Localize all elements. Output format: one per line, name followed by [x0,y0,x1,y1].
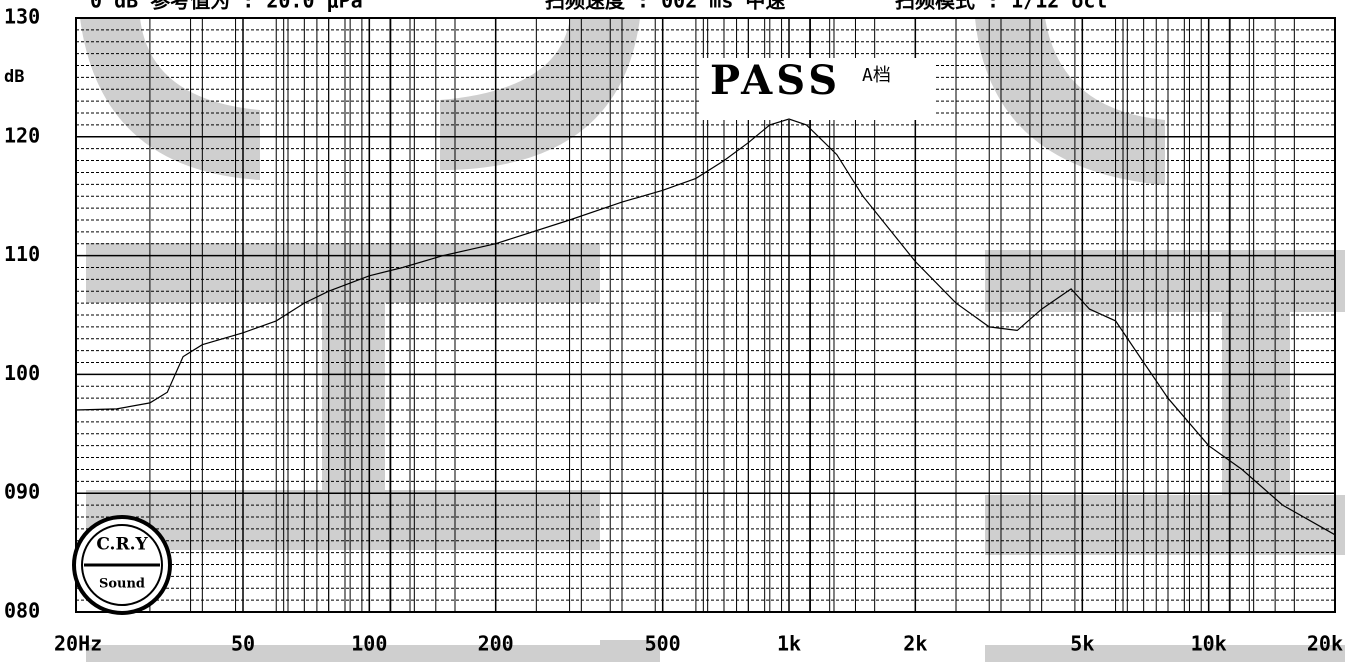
x-tick-label: 100 [351,632,387,656]
logo-ring [81,524,163,606]
watermark-bar [86,645,600,662]
watermark-arc [975,18,1165,185]
x-tick-label: 10k [1191,632,1227,656]
y-axis-label: dB [4,67,24,87]
y-tick-label: 130 [4,5,40,29]
logo-text: Sound [99,577,145,592]
watermark-bar [86,490,600,550]
watermark [80,18,1345,662]
logo-text: C.R.Y [96,535,148,555]
y-tick-label: 100 [4,361,40,385]
header-text: 扫频速度 : 002 ms 中速 [545,0,785,13]
x-tick-label: 20k [1307,632,1343,656]
pass-box [700,58,935,120]
x-tick-label: 5k [1070,632,1094,656]
watermark-bar [985,645,1345,662]
header-text: 扫频模式 : 1/12 oct [895,0,1107,13]
y-tick-label: 110 [4,242,40,266]
watermark-bar [600,640,660,662]
x-tick-label: 1k [777,632,801,656]
response-curve [75,118,1336,536]
header-text: 0 dB 参考值为 : 20.0 μPa [90,0,363,13]
plot-border [75,17,1336,613]
x-tick-label: 200 [478,632,514,656]
logo: C.R.Y Sound [72,515,172,615]
grade-label: A档 [862,65,891,86]
x-tick-label: 50 [231,632,255,656]
watermark-bar [985,495,1345,555]
pass-label: PASS [710,57,841,104]
watermark-bar [322,243,385,493]
x-tick-label: 20Hz [54,632,102,656]
y-tick-label: 090 [4,480,40,504]
watermark-arc [80,18,260,180]
x-tick-label: 2k [903,632,927,656]
x-tick-label: 500 [645,632,681,656]
y-tick-label: 120 [4,123,40,147]
watermark-arc [440,18,640,170]
y-tick-label: 080 [4,599,40,623]
